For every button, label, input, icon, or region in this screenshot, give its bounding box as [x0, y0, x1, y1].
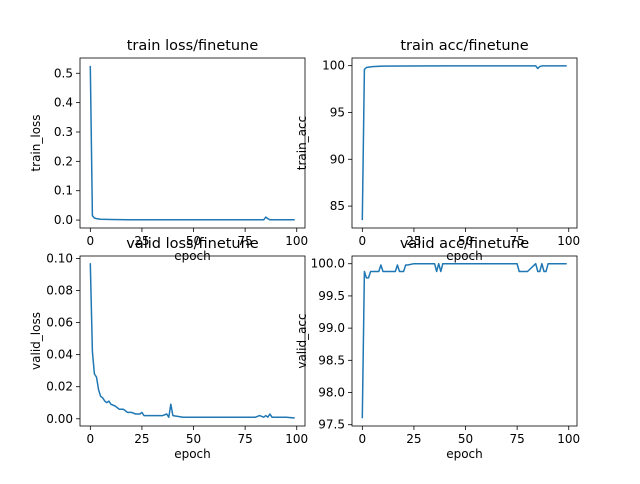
series-line-train_loss: [89, 65, 295, 221]
y-tick-label: 99.0: [318, 321, 345, 335]
subplot-1: 0 25 50 75 1000.00.10.20.30.40.5epochtrain_l…: [29, 38, 308, 263]
subplot-4: 0 25 50 75 100 97.5 98.0 98.5 99.0 99.5 100.0 epoch…: [295, 236, 580, 461]
y-axis-label: valid_acc: [295, 313, 309, 368]
y-axis-label: train_acc: [295, 116, 309, 170]
chart-title: train acc/finetune: [400, 38, 528, 54]
y-tick-label: 0.5: [54, 66, 73, 80]
chart-title: train loss/finetune: [127, 38, 259, 54]
y-tick-label: 97.5: [318, 418, 345, 432]
axes-frame: [79, 255, 306, 427]
x-tick-label: 50: [458, 432, 473, 446]
x-tick-label: 25: [406, 432, 421, 446]
axes-frame: [79, 57, 306, 229]
subplot-3: 0 25 50 75 100 0.00 0.02 0.04 0.06 0.08 0.10 epoch v…: [29, 236, 308, 461]
y-tick-label: 0.10: [46, 251, 73, 265]
y-tick-label: 0.1: [54, 184, 73, 198]
y-tick-label: 0.06: [46, 316, 73, 330]
y-tick-label: 100.0: [311, 257, 345, 271]
y-tick-label: 90: [330, 152, 345, 166]
y-tick-label: 100: [322, 59, 345, 73]
y-tick-label: 0.00: [46, 412, 73, 426]
x-tick-label: 75: [237, 432, 252, 446]
y-tick-label: 85: [330, 199, 345, 213]
axes-frame: [351, 255, 578, 427]
series-line-valid_acc: [361, 262, 567, 419]
chart-title: valid loss/finetune: [126, 236, 259, 252]
x-tick-label: 75: [237, 234, 252, 248]
series-line-valid_loss: [89, 263, 295, 419]
y-tick-label: 99.5: [318, 289, 345, 303]
y-tick-label: 95: [330, 105, 345, 119]
y-tick-label: 0.02: [46, 380, 73, 394]
y-tick-label: 98.0: [318, 386, 345, 400]
x-tick-label: 100: [557, 234, 580, 248]
x-tick-label: 50: [186, 234, 201, 248]
y-tick-label: 0.2: [54, 154, 73, 168]
x-tick-label: 0: [87, 234, 95, 248]
x-tick-label: 100: [557, 432, 580, 446]
x-tick-label: 0: [87, 432, 95, 446]
x-axis-label: epoch: [174, 447, 211, 461]
x-tick-label: 25: [406, 234, 421, 248]
x-tick-label: 100: [285, 432, 308, 446]
x-tick-label: 50: [186, 432, 201, 446]
x-tick-label: 75: [509, 234, 524, 248]
y-tick-label: 0.04: [46, 348, 73, 362]
x-tick-label: 25: [134, 234, 149, 248]
y-tick-label: 0.4: [54, 96, 73, 110]
y-tick-label: 0.08: [46, 283, 73, 297]
x-tick-label: 50: [458, 234, 473, 248]
y-axis-label: train_loss: [29, 114, 43, 171]
series-line-train_acc: [361, 65, 567, 221]
chart-title: valid acc/finetune: [400, 236, 529, 252]
x-tick-label: 25: [134, 432, 149, 446]
y-tick-label: 0.3: [54, 125, 73, 139]
axes-frame: [351, 57, 578, 229]
y-tick-label: 98.5: [318, 353, 345, 367]
y-tick-label: 0.0: [54, 213, 73, 227]
x-axis-label: epoch: [446, 447, 483, 461]
x-tick-label: 0: [359, 432, 367, 446]
x-tick-label: 75: [509, 432, 524, 446]
x-tick-label: 0: [359, 234, 367, 248]
x-tick-label: 100: [285, 234, 308, 248]
y-axis-label: valid_loss: [29, 312, 43, 370]
